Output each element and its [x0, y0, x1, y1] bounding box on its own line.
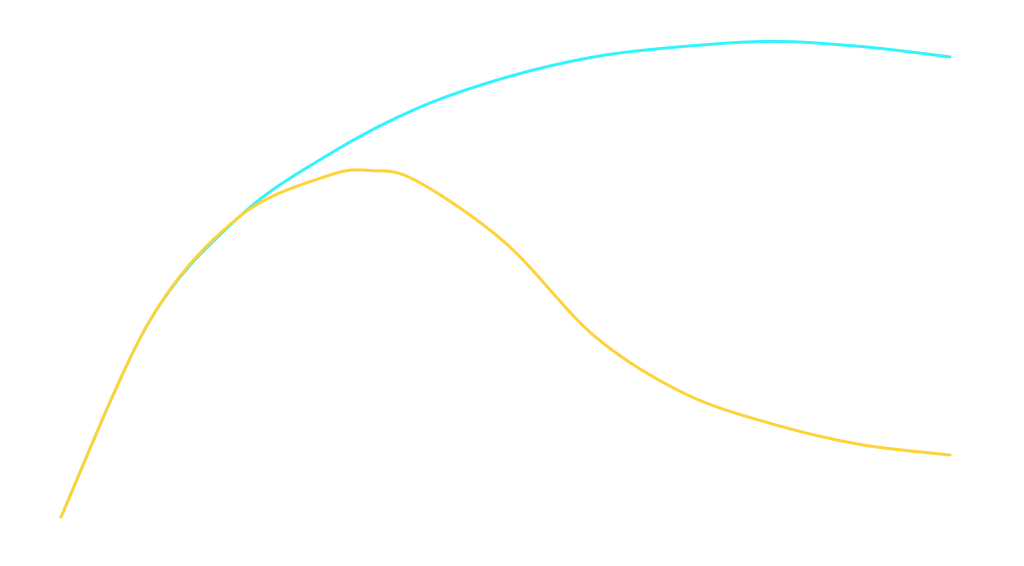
- series-line-2: [59, 168, 952, 519]
- series-line-1: [59, 39, 952, 519]
- series-layer: [59, 39, 952, 519]
